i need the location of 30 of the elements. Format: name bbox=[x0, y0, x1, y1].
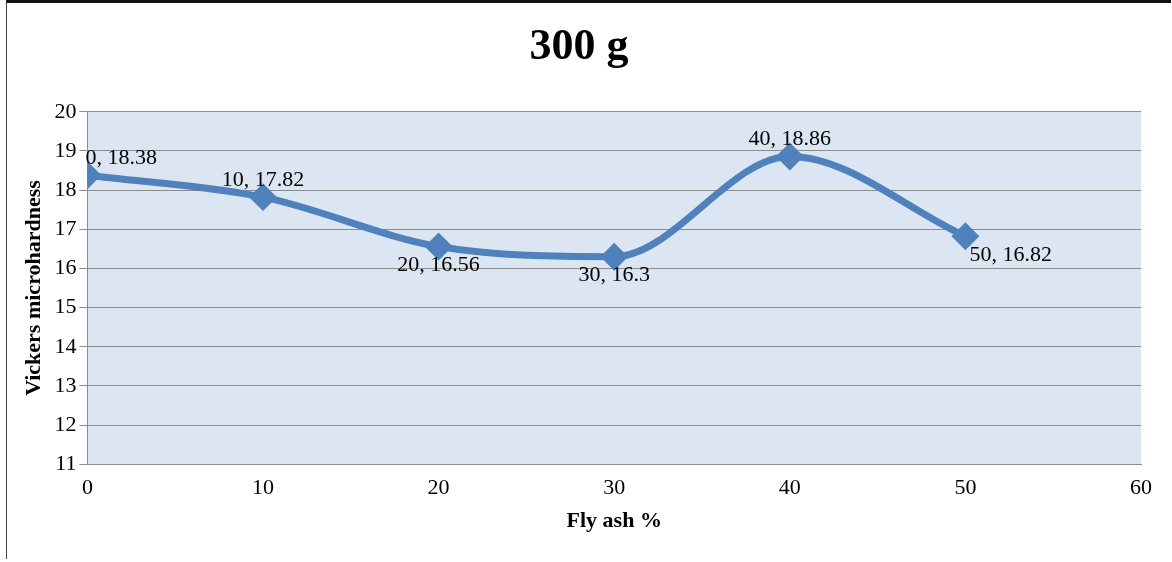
chart-title: 300 g bbox=[529, 19, 629, 69]
x-tick-label: 40 bbox=[778, 474, 801, 500]
data-label: 20, 16.56 bbox=[397, 251, 480, 277]
y-tick-label: 17 bbox=[54, 215, 77, 241]
x-tick-label: 0 bbox=[81, 474, 93, 500]
data-label: 0, 18.38 bbox=[85, 144, 157, 170]
y-tick-label: 18 bbox=[54, 175, 77, 201]
data-label: 50, 16.82 bbox=[969, 241, 1052, 267]
y-tick-label: 16 bbox=[54, 254, 77, 280]
y-tick-label: 19 bbox=[54, 136, 77, 162]
y-tick-label: 12 bbox=[54, 410, 77, 436]
y-axis-title: Vickers microhardness bbox=[19, 179, 45, 396]
y-tick-label: 15 bbox=[54, 293, 77, 319]
data-label: 10, 17.82 bbox=[221, 165, 305, 191]
point bbox=[250, 184, 276, 210]
x-tick-label: 20 bbox=[427, 474, 450, 500]
x-tick-label: 60 bbox=[1130, 474, 1152, 500]
x-axis-title: Fly ash % bbox=[566, 507, 662, 533]
point bbox=[426, 234, 452, 259]
data-label: 30, 16.3 bbox=[578, 261, 650, 287]
y-tick-label: 11 bbox=[55, 449, 77, 475]
point bbox=[777, 143, 803, 169]
y-tick-label: 13 bbox=[54, 371, 77, 397]
point bbox=[952, 223, 978, 249]
data-label: 40, 18.86 bbox=[748, 125, 832, 151]
x-tick-label: 30 bbox=[603, 474, 626, 500]
x-tick-label: 50 bbox=[954, 474, 977, 500]
y-tick-label: 14 bbox=[54, 332, 77, 358]
x-tick-label: 10 bbox=[252, 474, 274, 500]
y-tick-label: 20 bbox=[54, 97, 77, 123]
